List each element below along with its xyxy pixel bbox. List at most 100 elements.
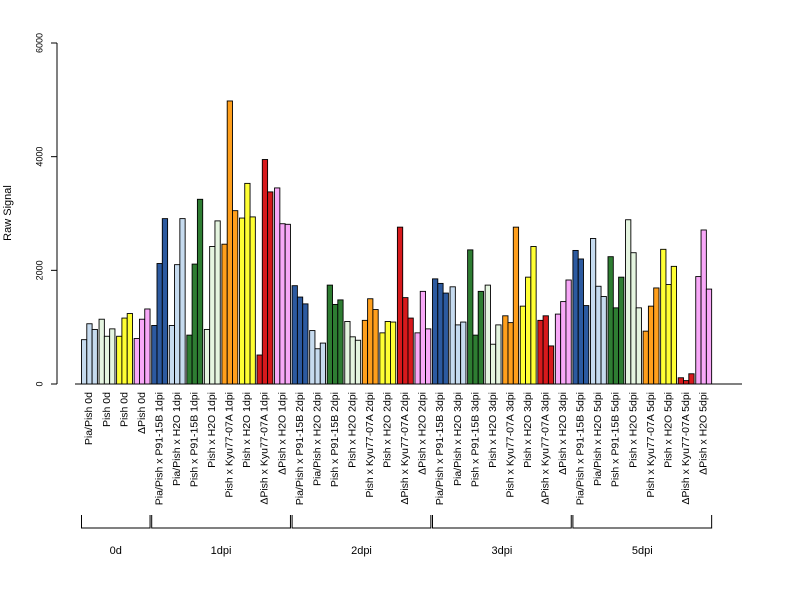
bar bbox=[396, 226, 404, 385]
bar bbox=[595, 285, 602, 385]
category-label: Pia/Pish x P91-15B 2dpi bbox=[294, 392, 306, 505]
bar bbox=[156, 263, 163, 385]
bar bbox=[577, 258, 584, 385]
bar bbox=[502, 315, 509, 385]
category-label: ΔPish x Kyu77-07A 3dpi bbox=[540, 392, 552, 505]
bar bbox=[402, 297, 409, 385]
group-label: 5dpi bbox=[632, 545, 653, 557]
bar bbox=[525, 276, 532, 385]
bar bbox=[560, 301, 567, 385]
bar bbox=[138, 318, 146, 385]
bar bbox=[91, 328, 98, 385]
y-axis: 0 2000 4000 6000 bbox=[34, 33, 58, 387]
category-label: ΔPish x Kyu77-07A 1dpi bbox=[259, 392, 271, 505]
bar bbox=[565, 279, 572, 385]
bar bbox=[302, 303, 309, 385]
bar bbox=[109, 328, 116, 385]
bar bbox=[244, 182, 251, 385]
bar bbox=[384, 321, 391, 385]
bar bbox=[284, 223, 291, 385]
bar bbox=[572, 249, 579, 385]
bar bbox=[490, 343, 497, 385]
bar bbox=[238, 217, 246, 385]
bar bbox=[653, 287, 660, 385]
group-brackets: 0d 1dpi 2dpi 3dpi 5dpi bbox=[81, 515, 713, 557]
bar bbox=[367, 298, 374, 385]
bar bbox=[151, 325, 158, 385]
bar bbox=[168, 325, 176, 385]
category-label: Pish x H2O 1dpi bbox=[206, 392, 218, 468]
category-label: Pish x H2O 1dpi bbox=[241, 392, 253, 468]
group-bracket bbox=[572, 515, 713, 529]
bar bbox=[267, 191, 274, 385]
bar bbox=[477, 290, 484, 385]
bar bbox=[390, 321, 397, 385]
bar bbox=[326, 284, 333, 385]
bar bbox=[583, 305, 590, 385]
group-label: 0d bbox=[110, 545, 122, 557]
bar bbox=[361, 319, 369, 385]
category-label: Pia/Pish x H2O 3dpi bbox=[452, 392, 464, 486]
bar bbox=[472, 334, 479, 385]
bar bbox=[590, 238, 597, 385]
bar bbox=[612, 307, 620, 385]
category-labels: Pia/Pish 0d Pish 0d Pish 0d ΔPish 0d Pia/Pis… bbox=[83, 392, 709, 505]
bar bbox=[379, 332, 386, 385]
bar bbox=[126, 313, 133, 385]
category-label: Pish x Kyu77-07A 2dpi bbox=[364, 392, 376, 498]
bar bbox=[625, 219, 632, 385]
category-label: Pish x P91-15B 1dpi bbox=[189, 392, 201, 487]
bar bbox=[467, 249, 474, 385]
bar bbox=[186, 334, 193, 385]
y-tick-label: 4000 bbox=[34, 147, 44, 167]
bar bbox=[221, 243, 228, 385]
bar bbox=[332, 303, 339, 385]
bar bbox=[432, 278, 439, 385]
bar bbox=[407, 317, 414, 385]
bar bbox=[683, 380, 690, 385]
bar bbox=[618, 276, 625, 385]
bar bbox=[414, 332, 421, 385]
bar bbox=[133, 338, 140, 385]
category-label: ΔPish x H2O 5dpi bbox=[697, 392, 709, 475]
bar bbox=[425, 328, 432, 385]
bar bbox=[705, 288, 713, 385]
bar bbox=[249, 216, 256, 385]
bar bbox=[81, 339, 88, 385]
category-label: Pish x P91-15B 3dpi bbox=[469, 392, 481, 487]
bar bbox=[191, 263, 198, 385]
bar bbox=[203, 328, 211, 385]
bar bbox=[196, 198, 204, 385]
bar bbox=[309, 330, 316, 385]
bar bbox=[161, 218, 169, 385]
y-tick-label: 6000 bbox=[34, 33, 44, 53]
bar bbox=[179, 218, 186, 385]
category-label: Pia/Pish 0d bbox=[83, 392, 95, 445]
category-label: ΔPish x Kyu77-07A 2dpi bbox=[399, 392, 411, 505]
group-bracket bbox=[291, 515, 432, 529]
group-bracket bbox=[151, 515, 291, 529]
y-axis-title: Raw Signal bbox=[2, 185, 14, 241]
bar bbox=[507, 322, 514, 385]
y-tick-label: 0 bbox=[34, 381, 44, 386]
bar bbox=[174, 264, 181, 385]
bar bbox=[344, 321, 351, 385]
group-bracket bbox=[81, 515, 151, 529]
bar bbox=[607, 256, 614, 385]
category-label: Pish x Kyu77-07A 3dpi bbox=[504, 392, 516, 498]
bar bbox=[665, 284, 672, 385]
bar bbox=[460, 321, 467, 385]
bar bbox=[677, 377, 684, 385]
category-label: Pish x P91-15B 2dpi bbox=[329, 392, 341, 487]
category-label: Pia/Pish x H2O 5dpi bbox=[592, 392, 604, 486]
bar bbox=[554, 313, 562, 385]
bar bbox=[495, 324, 502, 385]
bar bbox=[600, 296, 607, 385]
category-label: Pish x P91-15B 5dpi bbox=[610, 392, 622, 487]
category-label: Pish x H2O 2dpi bbox=[346, 392, 358, 468]
category-label: ΔPish x Kyu77-07A 5dpi bbox=[680, 392, 692, 505]
category-label: Pia/Pish x P91-15B 1dpi bbox=[153, 392, 165, 505]
bar bbox=[437, 282, 444, 385]
bar bbox=[642, 330, 649, 385]
